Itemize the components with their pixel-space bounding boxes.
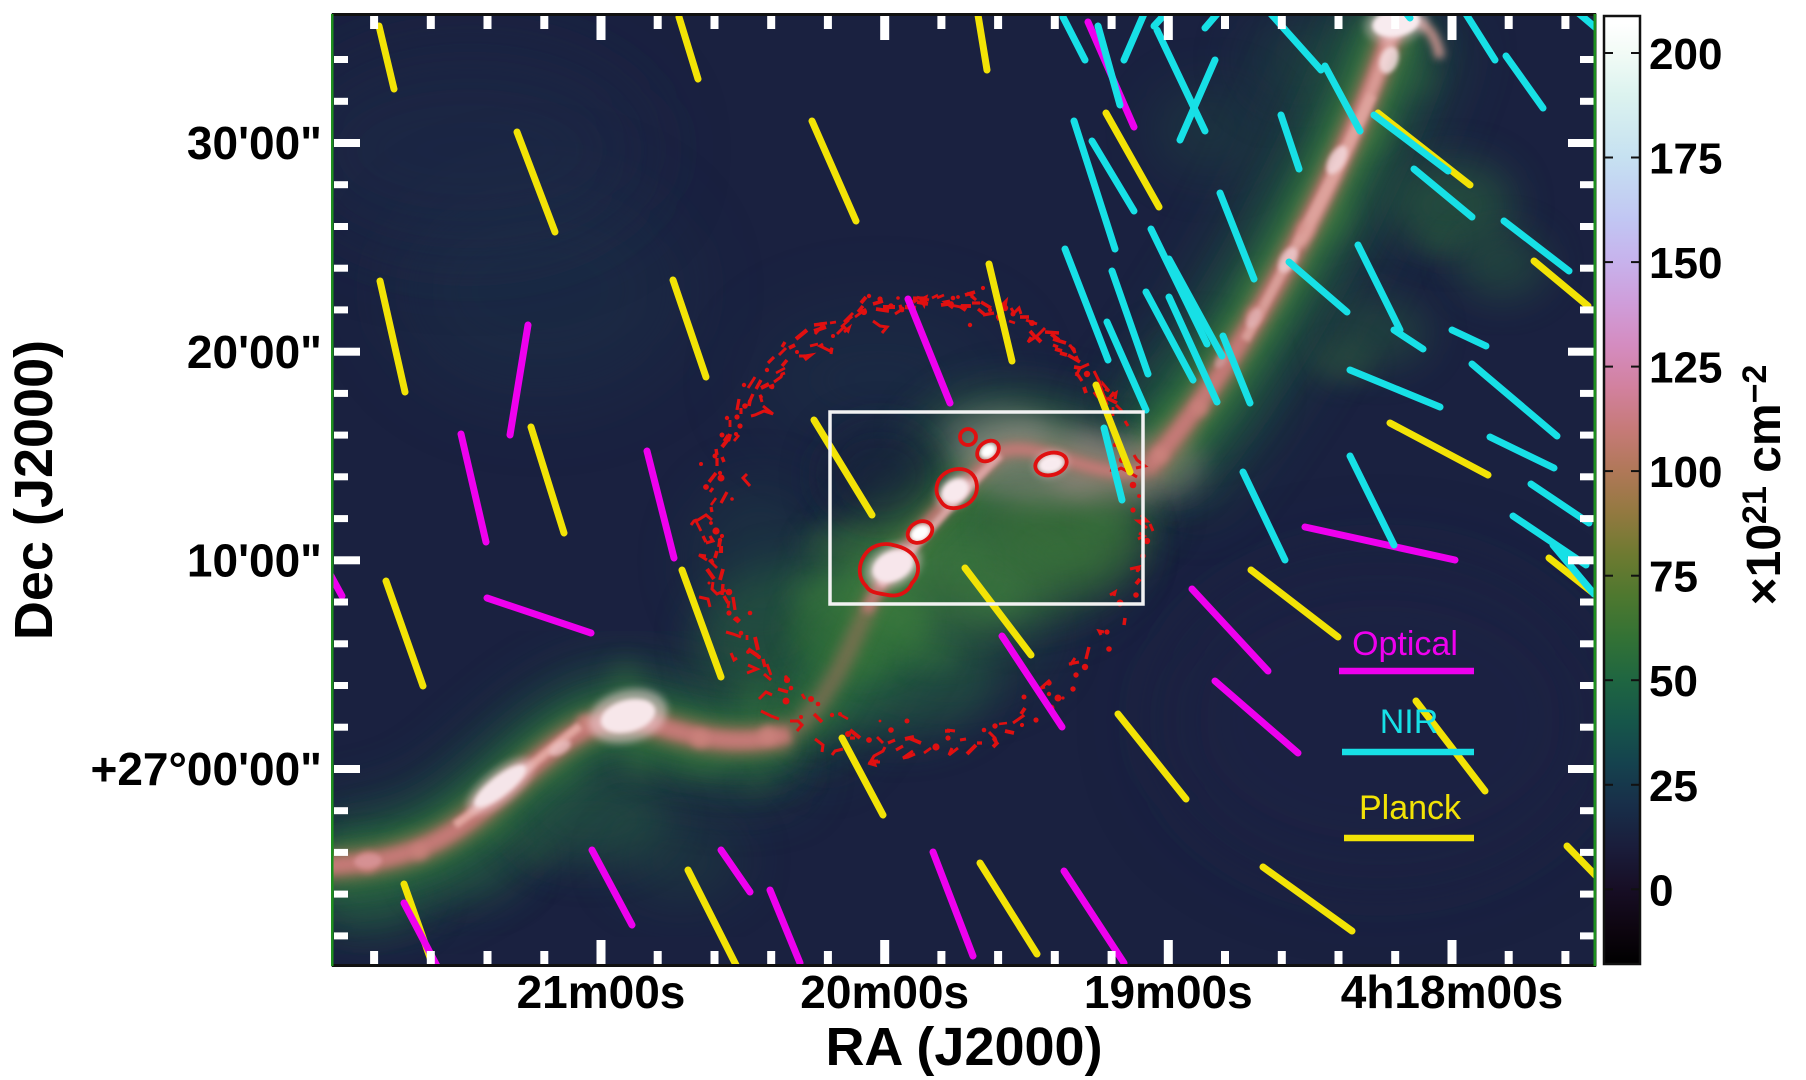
svg-text:+27°00'00": +27°00'00": [90, 743, 322, 795]
svg-text:Planck: Planck: [1359, 789, 1462, 827]
svg-text:175: 175: [1649, 135, 1722, 184]
svg-text:125: 125: [1649, 344, 1722, 393]
svg-text:20m00s: 20m00s: [800, 966, 969, 1018]
svg-text:RA (J2000): RA (J2000): [825, 1017, 1102, 1077]
svg-text:NIR: NIR: [1380, 703, 1439, 741]
svg-text:25: 25: [1649, 762, 1698, 811]
svg-text:Optical: Optical: [1352, 625, 1458, 663]
svg-text:Dec (J2000): Dec (J2000): [4, 340, 64, 640]
svg-text:4h18m00s: 4h18m00s: [1341, 966, 1564, 1018]
svg-text:21m00s: 21m00s: [517, 966, 686, 1018]
svg-text:150: 150: [1649, 239, 1722, 288]
svg-text:10'00": 10'00": [187, 535, 322, 587]
svg-text:75: 75: [1649, 553, 1698, 602]
svg-text:50: 50: [1649, 657, 1698, 706]
svg-text:30'00": 30'00": [187, 117, 322, 169]
svg-text:20'00": 20'00": [187, 326, 322, 378]
svg-text:19m00s: 19m00s: [1084, 966, 1253, 1018]
svg-text:100: 100: [1649, 448, 1722, 497]
svg-text:200: 200: [1649, 30, 1722, 79]
svg-text:0: 0: [1649, 866, 1673, 915]
svg-text:×1021 cm−2: ×1021 cm−2: [1736, 365, 1791, 606]
